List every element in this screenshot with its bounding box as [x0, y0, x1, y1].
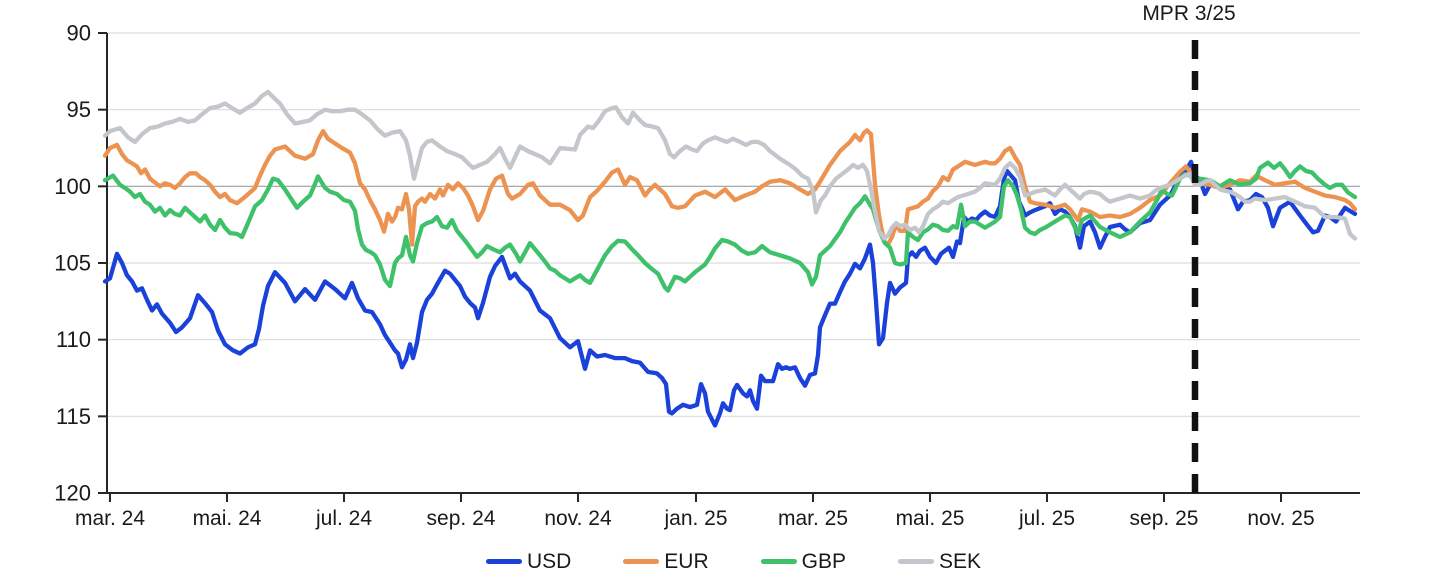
eur-line	[102, 128, 1358, 247]
x-axis-label: sep. 25	[1130, 507, 1199, 530]
legend-label-gbp: GBP	[801, 550, 846, 573]
x-axis-label: mai. 25	[896, 507, 965, 530]
legend-item-eur: EUR	[623, 550, 709, 573]
chart-legend: USD EUR GBP SEK	[107, 551, 1360, 572]
x-axis-label: jan. 25	[663, 507, 727, 530]
legend-item-gbp: GBP	[760, 550, 846, 573]
x-axis-label: jul. 24	[315, 507, 372, 530]
x-axis-label: mar. 25	[778, 507, 848, 530]
mpr-annotation-label: MPR 3/25	[1142, 2, 1235, 25]
sek-swatch-icon	[898, 559, 934, 564]
x-axis-label: nov. 25	[1247, 507, 1314, 530]
x-axis-label: mai. 24	[193, 507, 262, 530]
x-axis-label: mar. 24	[75, 507, 145, 530]
sek-line	[102, 89, 1358, 241]
legend-item-usd: USD	[485, 550, 572, 573]
legend-label-usd: USD	[526, 550, 572, 573]
y-axis-label-95: 95	[67, 97, 91, 122]
y-axis-label-105: 105	[54, 251, 91, 276]
y-axis-label-90: 90	[67, 21, 91, 46]
x-axis-label: sep. 24	[427, 507, 496, 530]
y-axis-label-110: 110	[56, 327, 91, 352]
legend-label-sek: SEK	[939, 550, 982, 573]
x-axis-label: nov. 24	[544, 507, 612, 530]
usd-line	[102, 159, 1358, 428]
y-axis-label-115: 115	[56, 404, 91, 429]
eur-swatch-icon	[623, 559, 660, 564]
usd-swatch-icon	[485, 559, 522, 564]
gbp-swatch-icon	[760, 559, 797, 564]
gbp-line	[102, 160, 1358, 293]
x-axis-label: jul. 25	[1018, 507, 1075, 530]
y-axis-label-100: 100	[54, 174, 91, 199]
y-axis-label-120: 120	[54, 481, 91, 506]
legend-label-eur: EUR	[664, 550, 709, 573]
legend-item-sek: SEK	[898, 551, 981, 572]
